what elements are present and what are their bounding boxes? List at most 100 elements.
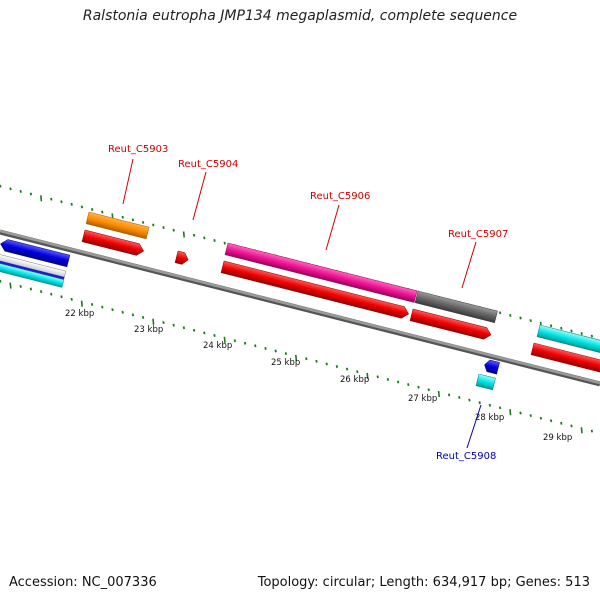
gene-label-c5907[interactable]: Reut_C5907 — [448, 229, 508, 240]
tick-mark — [580, 427, 583, 434]
tick-mark — [366, 372, 369, 380]
cds-red-right[interactable] — [530, 342, 600, 378]
gene-label-c5903[interactable]: Reut_C5903 — [108, 144, 168, 155]
tick-mark — [141, 315, 145, 319]
tick-mark — [152, 223, 155, 227]
tick-mark — [488, 403, 492, 407]
tick-mark — [182, 231, 185, 238]
tick-mark — [131, 313, 135, 317]
tick-mark — [427, 388, 430, 392]
gene-orange-c5903[interactable] — [85, 211, 150, 240]
tick-mark — [223, 241, 226, 245]
tick-mark — [478, 401, 481, 405]
gene-cyan-right[interactable] — [536, 324, 600, 357]
tick-mark — [519, 316, 522, 320]
tick-mark — [101, 305, 104, 309]
tick-mark — [80, 300, 83, 307]
scale-label-22kbp: 22 kbp — [65, 309, 94, 319]
tick-mark — [560, 326, 563, 330]
tick-mark — [60, 200, 63, 204]
tick-mark — [70, 202, 73, 206]
gene-cyan-c5908[interactable] — [475, 373, 496, 391]
tick-mark — [284, 352, 288, 356]
tick-mark — [509, 409, 512, 416]
tick-mark — [468, 398, 471, 402]
tick-mark — [529, 414, 532, 418]
tick-mark — [376, 375, 379, 379]
tick-mark — [305, 357, 308, 361]
scale-label-24kbp: 24 kbp — [203, 341, 232, 351]
tick-mark — [101, 210, 104, 214]
tick-mark — [162, 226, 165, 230]
tick-mark — [325, 362, 328, 366]
cds-red-c5903[interactable] — [81, 229, 145, 257]
tick-mark — [0, 279, 2, 283]
tick-mark — [141, 220, 145, 224]
tick-mark — [50, 197, 53, 201]
backbone — [0, 229, 600, 387]
tick-mark — [192, 233, 196, 237]
gene-cyan-left[interactable] — [0, 262, 65, 288]
gene-label-c5908[interactable]: Reut_C5908 — [436, 451, 496, 462]
cds-red-c5906[interactable] — [220, 260, 410, 320]
tick-mark — [152, 318, 155, 325]
accession-text: Accession: NC_007336 — [9, 575, 157, 590]
tick-mark — [192, 328, 196, 332]
gene-gray-c5907[interactable] — [414, 290, 498, 324]
tick-mark — [315, 359, 318, 363]
tick-mark — [80, 205, 84, 209]
tick-mark — [498, 311, 502, 315]
tick-mark — [111, 308, 114, 312]
gene-blue-left[interactable] — [0, 238, 71, 268]
tick-mark — [458, 396, 461, 399]
tick-mark — [172, 228, 175, 232]
tick-mark — [70, 297, 73, 301]
map-title: Ralstonia eutropha JMP134 megaplasmid, c… — [82, 8, 518, 24]
tick-mark — [407, 383, 410, 387]
tick-mark — [131, 218, 135, 222]
tick-mark — [345, 367, 349, 371]
tick-mark — [509, 313, 512, 317]
tick-mark — [223, 336, 226, 343]
tick-mark — [203, 236, 206, 240]
tick-mark — [213, 239, 216, 242]
topology-summary: Topology: circular; Length: 634,917 bp; … — [257, 575, 590, 590]
gene-magenta-c5906[interactable] — [224, 242, 418, 303]
tick-mark — [560, 421, 563, 425]
tick-mark — [417, 385, 420, 389]
tick-mark — [335, 365, 339, 368]
tick-mark — [60, 295, 63, 299]
tick-mark — [570, 424, 573, 428]
tick-mark — [580, 332, 583, 335]
tick-mark — [39, 290, 43, 294]
tick-mark — [549, 324, 553, 328]
scale-label-25kbp: 25 kbp — [271, 358, 300, 368]
tick-mark — [519, 411, 522, 415]
tick-mark — [9, 282, 12, 289]
gene-label-c5906[interactable]: Reut_C5906 — [310, 191, 370, 202]
label-leaders — [122, 158, 482, 449]
scale-label-26kbp: 26 kbp — [340, 375, 369, 385]
tick-mark — [19, 189, 22, 193]
scale-label-23kbp: 23 kbp — [134, 325, 163, 335]
tick-mark — [264, 346, 267, 350]
tick-mark — [549, 419, 553, 423]
cds-red-c5904[interactable] — [174, 250, 190, 266]
gene-features — [0, 211, 600, 391]
tick-mark — [162, 321, 165, 325]
tick-mark — [29, 287, 33, 291]
gene-blue-c5908[interactable] — [483, 359, 500, 375]
tick-mark — [356, 370, 359, 374]
tick-mark — [243, 341, 247, 345]
tick-mark — [498, 406, 502, 410]
tick-mark — [437, 391, 440, 398]
tick-mark — [19, 284, 22, 288]
cds-red-c5907[interactable] — [409, 308, 492, 341]
tick-mark — [295, 354, 298, 362]
gene-label-c5904[interactable]: Reut_C5904 — [178, 159, 238, 170]
tick-mark — [386, 377, 390, 381]
tick-mark — [50, 292, 53, 296]
tick-mark — [90, 208, 94, 211]
tick-mark — [40, 195, 43, 202]
